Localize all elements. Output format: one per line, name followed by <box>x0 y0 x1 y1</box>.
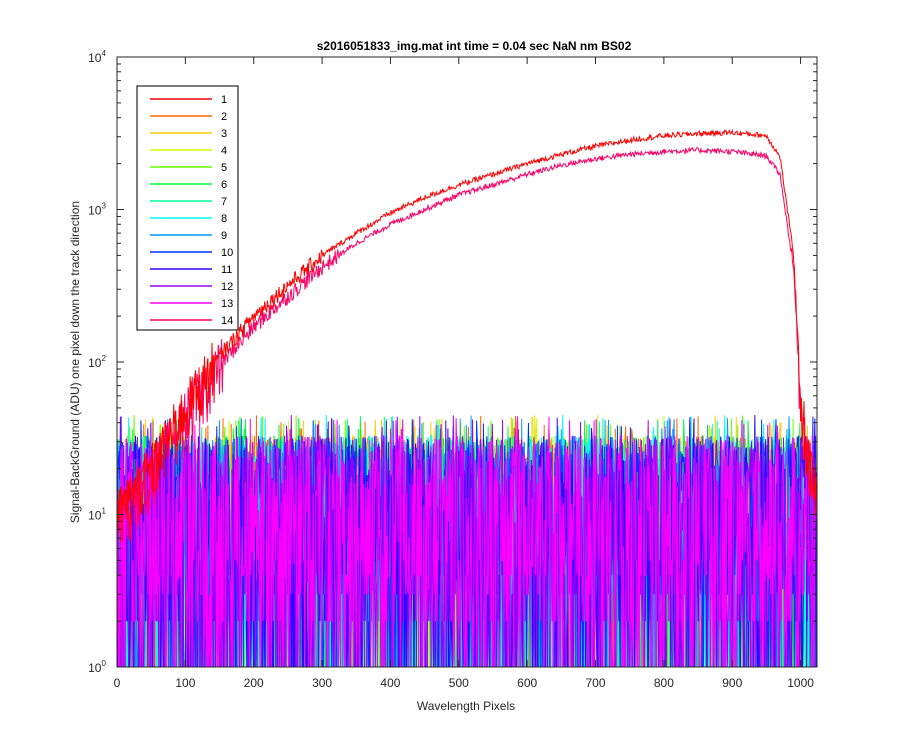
x-tick-label: 0 <box>114 676 121 690</box>
y-tick-label: 100 <box>88 659 106 675</box>
x-axis: 0 100 200 300 400 500 600 700 800 900 1000 <box>114 57 814 690</box>
x-tick-label: 200 <box>244 676 264 690</box>
x-tick-label: 500 <box>449 676 469 690</box>
legend-label-4: 4 <box>221 145 227 157</box>
legend-label-2: 2 <box>221 111 227 123</box>
x-tick-label: 100 <box>175 676 195 690</box>
x-tick-label: 300 <box>312 676 332 690</box>
x-tick-label: 700 <box>586 676 606 690</box>
legend-box <box>136 85 239 331</box>
x-tick-label: 1000 <box>787 676 814 690</box>
legend-label-11: 11 <box>221 264 232 276</box>
plot-area <box>116 128 817 668</box>
y-tick-label: 101 <box>88 507 106 523</box>
legend-label-13: 13 <box>221 298 233 310</box>
legend-label-1: 1 <box>221 94 227 106</box>
y-tick-label: 103 <box>88 202 106 218</box>
x-tick-label: 800 <box>654 676 674 690</box>
y-tick-label: 104 <box>88 49 106 65</box>
legend-label-3: 3 <box>221 128 227 140</box>
legend-label-9: 9 <box>221 230 227 242</box>
chart-title: s2016051833_img.mat int time = 0.04 sec … <box>317 39 632 53</box>
series-line-14 <box>116 146 817 543</box>
legend-label-6: 6 <box>221 179 227 191</box>
x-tick-label: 900 <box>722 676 742 690</box>
x-tick-label: 600 <box>517 676 537 690</box>
y-tick-label: 102 <box>88 354 106 370</box>
x-tick-label: 400 <box>380 676 400 690</box>
legend-label-5: 5 <box>221 162 227 174</box>
legend-label-7: 7 <box>221 196 227 208</box>
x-axis-label: Wavelength Pixels <box>417 699 515 713</box>
series-line-1 <box>116 128 817 537</box>
legend-label-8: 8 <box>221 213 227 225</box>
legend-label-10: 10 <box>221 247 233 259</box>
legend-label-12: 12 <box>221 281 233 293</box>
y-axis-label: Signal-BackGround (ADU) one pixel down t… <box>68 201 82 523</box>
legend-label-14: 14 <box>221 315 233 327</box>
